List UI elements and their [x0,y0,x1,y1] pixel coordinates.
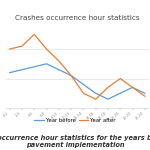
Text: s occurrence hour statistics for the years bef
pavement implementation: s occurrence hour statistics for the yea… [0,135,150,148]
Year after [144,95,146,97]
Year before [95,92,97,94]
Year before [46,63,47,65]
Year after [132,86,134,88]
Year before [82,84,84,85]
Year after [46,48,47,50]
Year before [132,86,134,88]
Line: Year before: Year before [10,64,145,99]
Year after [107,86,109,88]
Year before [119,92,121,94]
Year after [33,33,35,35]
Legend: Year before, Year after: Year before, Year after [32,116,118,125]
Year after [58,60,60,62]
Year after [95,98,97,100]
Year before [33,66,35,68]
Title: Crashes occurrence hour statistics: Crashes occurrence hour statistics [15,15,140,21]
Year before [21,69,23,71]
Year before [9,72,11,74]
Year before [58,69,60,71]
Year after [70,75,72,76]
Year after [119,78,121,80]
Year after [21,45,23,47]
Year after [9,48,11,50]
Year before [144,92,146,94]
Line: Year after: Year after [10,34,145,99]
Year before [70,75,72,76]
Year after [82,92,84,94]
Year before [107,98,109,100]
